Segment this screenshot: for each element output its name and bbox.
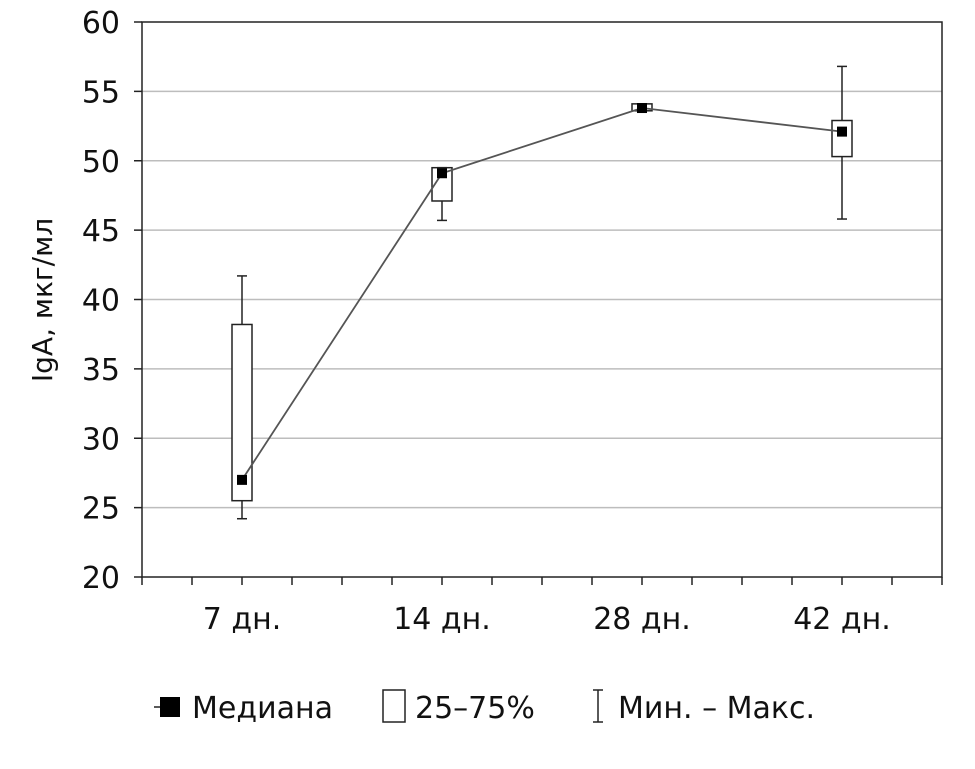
median-marker <box>437 168 447 179</box>
legend-item-median: Медиана <box>154 691 333 726</box>
y-tick-label: 25 <box>82 492 120 527</box>
legend: Медиана 25–75% Мин. – Макс. <box>154 689 815 726</box>
median-marker <box>637 103 647 114</box>
legend-median-label: Медиана <box>192 691 333 726</box>
x-tick-label: 7 дн. <box>203 602 282 637</box>
box-1 <box>231 275 253 520</box>
y-tick-label: 40 <box>82 284 120 319</box>
median-marker <box>837 126 847 137</box>
legend-range-label: Мин. – Макс. <box>618 691 815 726</box>
x-axis: 7 дн. 14 дн. 28 дн. 42 дн. <box>141 577 943 637</box>
y-tick-label: 35 <box>82 353 120 388</box>
legend-box-swatch <box>382 689 406 723</box>
legend-item-range: Мин. – Макс. <box>593 689 815 726</box>
x-tick-label: 42 дн. <box>793 602 891 637</box>
x-tick-label: 14 дн. <box>393 602 491 637</box>
iqr-box <box>831 119 853 158</box>
y-tick-label: 55 <box>82 75 120 110</box>
boxes-layer <box>231 65 853 520</box>
iqr-box <box>231 323 253 502</box>
legend-box-label: 25–75% <box>415 691 535 726</box>
y-tick-label: 30 <box>82 422 120 457</box>
y-tick-label: 20 <box>82 561 120 596</box>
median-connecting-line <box>241 107 843 481</box>
legend-item-box: 25–75% <box>382 689 535 726</box>
grid-lines <box>142 90 942 509</box>
legend-median-marker <box>160 697 180 717</box>
y-axis-title: IgA, мкг/мл <box>26 218 59 382</box>
median-marker <box>237 474 247 485</box>
x-tick-label: 28 дн. <box>593 602 691 637</box>
y-tick-label: 45 <box>82 214 120 249</box>
median-markers <box>237 103 847 485</box>
y-tick-label: 50 <box>82 145 120 180</box>
y-tick-label: 60 <box>82 6 120 41</box>
y-axis: 20 25 30 35 40 45 50 55 60 <box>82 6 142 596</box>
box-4 <box>831 65 853 220</box>
